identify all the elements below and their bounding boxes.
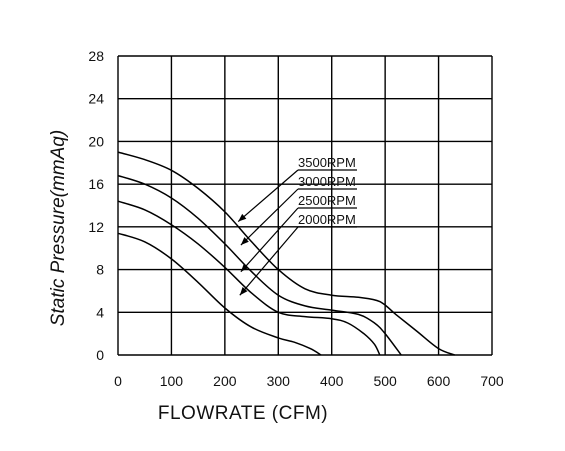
x-tick-labels: 0 100 200 300 400 500 600 700 — [114, 373, 504, 389]
rpm-label: 2000RPM — [298, 212, 356, 227]
x-axis-title: FLOWRATE (CFM) — [158, 403, 328, 424]
y-tick-label: 12 — [88, 219, 104, 235]
series-line-2500rpm — [117, 200, 381, 356]
leader-arrow-line — [239, 226, 299, 296]
x-tick-label: 0 — [114, 373, 122, 389]
y-tick-label: 4 — [96, 304, 104, 320]
rpm-label: 3500RPM — [298, 155, 356, 170]
leader-arrow-line — [240, 188, 299, 246]
x-tick-label: 300 — [267, 373, 291, 389]
x-tick-label: 200 — [213, 373, 237, 389]
leader-arrow-line — [240, 207, 299, 273]
leader-arrowhead — [239, 287, 248, 296]
leader-arrow-line — [237, 169, 299, 222]
y-tick-label: 28 — [88, 48, 104, 64]
series-line-3000rpm — [117, 174, 402, 356]
y-tick-label: 0 — [96, 347, 104, 363]
y-tick-labels: 0 4 8 12 16 20 24 28 — [88, 48, 104, 363]
rpm-annotations: 3500RPM 3000RPM 2500RPM 2000RPM — [237, 155, 357, 296]
leader-arrowhead — [240, 237, 249, 246]
leader-arrowhead — [240, 263, 249, 272]
y-tick-label: 20 — [88, 133, 104, 149]
y-tick-label: 8 — [96, 262, 104, 278]
x-tick-label: 500 — [373, 373, 397, 389]
y-axis-title: Static Pressure(mmAq) — [48, 130, 69, 326]
leader-arrowhead — [238, 213, 247, 222]
x-tick-label: 400 — [320, 373, 344, 389]
series-line-3500rpm — [117, 151, 455, 356]
rpm-label: 3000RPM — [298, 174, 356, 189]
x-tick-label: 700 — [480, 373, 504, 389]
chart-series — [117, 151, 455, 356]
chart-grid — [117, 55, 493, 356]
y-tick-label: 24 — [88, 91, 104, 107]
x-tick-label: 600 — [427, 373, 451, 389]
series-line-2000rpm — [117, 232, 322, 356]
rpm-label: 2500RPM — [298, 193, 356, 208]
x-tick-label: 100 — [160, 373, 184, 389]
y-tick-label: 16 — [88, 176, 104, 192]
